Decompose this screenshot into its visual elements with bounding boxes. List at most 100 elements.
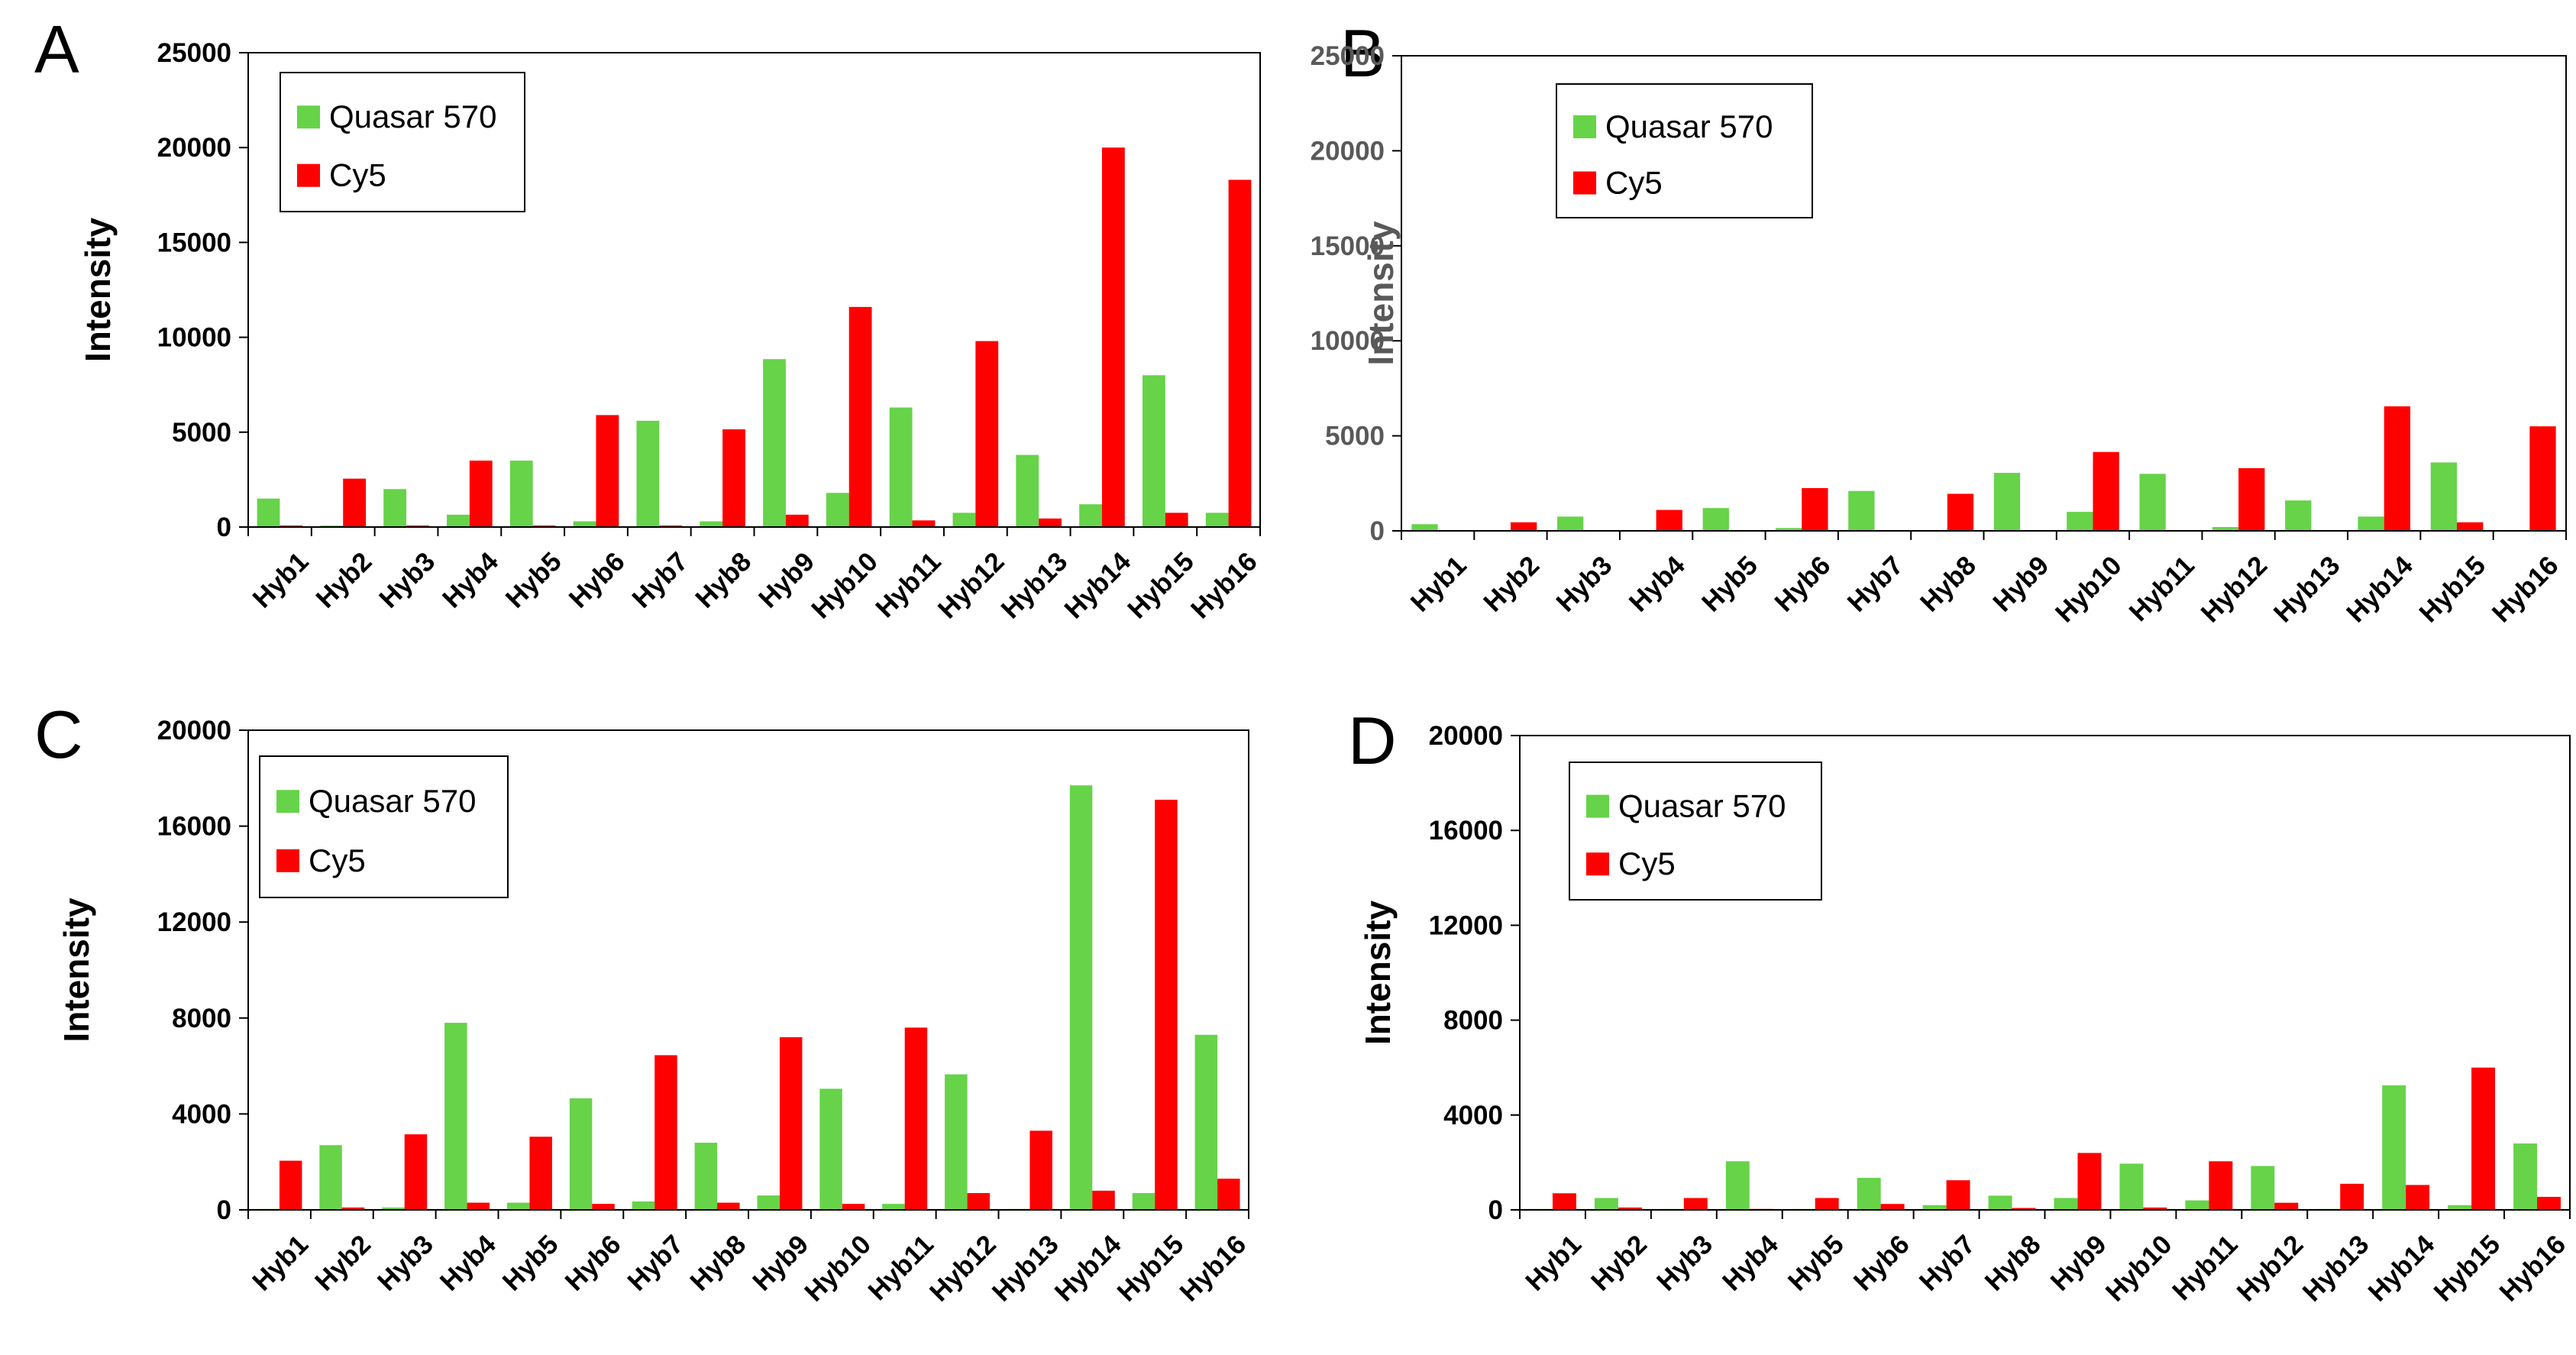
bar-quasar570-hyb5 bbox=[1702, 508, 1729, 531]
x-tick-label: Hyb16 bbox=[1174, 1230, 1252, 1308]
bar-cy5-hyb16 bbox=[1217, 1179, 1240, 1210]
bar-quasar570-hyb12 bbox=[952, 513, 976, 527]
x-tick-label: Hyb12 bbox=[2195, 551, 2273, 629]
bar-quasar570-hyb7 bbox=[632, 1201, 655, 1210]
bar-quasar570-hyb16 bbox=[2513, 1143, 2538, 1210]
bar-quasar570-hyb12 bbox=[945, 1074, 968, 1210]
x-tick-label: Hyb5 bbox=[500, 547, 567, 614]
x-tick-label: Hyb11 bbox=[2123, 551, 2199, 627]
x-tick-label: Hyb3 bbox=[372, 1230, 439, 1297]
x-tick-label: Hyb7 bbox=[1842, 551, 1909, 618]
legend-label: Cy5 bbox=[309, 842, 366, 878]
bar-cy5-hyb13 bbox=[1039, 518, 1062, 527]
x-tick-label: Hyb8 bbox=[684, 1230, 751, 1297]
bar-cy5-hyb10 bbox=[2143, 1207, 2167, 1210]
bar-quasar570-hyb14 bbox=[2382, 1085, 2406, 1210]
legend: Quasar 570 Cy5 bbox=[259, 755, 509, 898]
bar-cy5-hyb12 bbox=[2274, 1202, 2299, 1210]
bar-cy5-hyb11 bbox=[912, 520, 936, 527]
x-tick-label: Hyb13 bbox=[987, 1230, 1065, 1308]
bar-quasar570-hyb13 bbox=[1016, 454, 1039, 527]
x-tick-label: Hyb11 bbox=[870, 547, 946, 623]
bar-cy5-hyb2 bbox=[341, 1207, 365, 1210]
bar-quasar570-hyb10 bbox=[819, 1088, 842, 1210]
bar-quasar570-hyb4 bbox=[1725, 1161, 1750, 1210]
y-tick-label: 4000 bbox=[1443, 1101, 1503, 1130]
y-tick-label: 8000 bbox=[172, 1004, 231, 1033]
x-tick-label: Hyb8 bbox=[690, 547, 757, 614]
y-axis-label: Intensity bbox=[1358, 901, 1398, 1046]
y-tick-label: 16000 bbox=[157, 812, 231, 842]
legend-label: Cy5 bbox=[1605, 165, 1663, 201]
x-tick-label: Hyb13 bbox=[2268, 551, 2346, 629]
bar-quasar570-hyb6 bbox=[569, 1098, 593, 1210]
panel-label: A bbox=[34, 11, 79, 87]
panel-label: B bbox=[1340, 15, 1385, 91]
bar-cy5-hyb1 bbox=[279, 1160, 302, 1210]
bar-cy5-hyb3 bbox=[1683, 1198, 1708, 1210]
bar-cy5-hyb4 bbox=[469, 461, 493, 527]
y-tick-label: 15000 bbox=[157, 228, 231, 257]
bar-cy5-hyb15 bbox=[2457, 522, 2484, 531]
bar-cy5-hyb10 bbox=[2093, 451, 2119, 531]
x-tick-label: Hyb3 bbox=[1550, 551, 1618, 618]
x-tick-label: Hyb13 bbox=[995, 547, 1073, 625]
legend-box bbox=[1556, 83, 1813, 218]
y-axis-label: Intensity bbox=[57, 897, 96, 1043]
x-tick-label: Hyb12 bbox=[2232, 1230, 2309, 1308]
bar-quasar570-hyb15 bbox=[1132, 1193, 1155, 1210]
y-tick-label: 20000 bbox=[1429, 721, 1503, 751]
x-tick-label: Hyb14 bbox=[2341, 550, 2419, 628]
bar-quasar570-hyb16 bbox=[1194, 1034, 1218, 1210]
y-tick-label: 0 bbox=[217, 513, 231, 542]
y-tick-label: 5000 bbox=[1325, 422, 1385, 451]
bar-quasar570-hyb16 bbox=[1205, 513, 1229, 527]
legend: Quasar 570 Cy5 bbox=[1569, 762, 1822, 901]
bar-quasar570-hyb6 bbox=[1775, 528, 1802, 531]
x-tick-label: Hyb8 bbox=[1915, 551, 1982, 618]
legend-box bbox=[1569, 762, 1822, 901]
x-tick-label: Hyb10 bbox=[806, 547, 884, 625]
bar-cy5-hyb2 bbox=[343, 478, 367, 527]
y-tick-label: 4000 bbox=[172, 1099, 231, 1129]
bar-quasar570-hyb14 bbox=[1069, 785, 1093, 1210]
y-tick-label: 8000 bbox=[1443, 1006, 1503, 1036]
x-tick-label: Hyb6 bbox=[1848, 1230, 1915, 1297]
x-tick-label: Hyb10 bbox=[2100, 1230, 2178, 1308]
legend-label: Quasar 570 bbox=[329, 99, 496, 134]
bar-quasar570-hyb11 bbox=[889, 407, 913, 527]
x-tick-label: Hyb12 bbox=[924, 1230, 1002, 1308]
legend-swatch-quasar570 bbox=[297, 105, 320, 129]
bar-cy5-hyb10 bbox=[842, 1204, 865, 1210]
bar-quasar570-hyb4 bbox=[447, 514, 470, 527]
panel-label: D bbox=[1348, 703, 1397, 778]
x-tick-label: Hyb11 bbox=[2167, 1230, 2243, 1306]
y-tick-label: 25000 bbox=[157, 38, 231, 68]
y-tick-label: 16000 bbox=[1429, 816, 1503, 846]
x-tick-label: Hyb15 bbox=[1112, 1230, 1190, 1308]
bar-quasar570-hyb10 bbox=[826, 493, 849, 527]
bar-cy5-hyb12 bbox=[975, 341, 999, 527]
bar-quasar570-hyb12 bbox=[2212, 527, 2239, 531]
bar-cy5-hyb9 bbox=[2077, 1153, 2102, 1210]
x-tick-label: Hyb6 bbox=[1769, 551, 1836, 618]
bar-quasar570-hyb7 bbox=[1922, 1205, 1947, 1210]
bar-cy5-hyb16 bbox=[2529, 426, 2556, 531]
y-tick-label: 5000 bbox=[172, 418, 231, 448]
legend-label: Quasar 570 bbox=[1618, 788, 1786, 824]
legend: Quasar 570 Cy5 bbox=[280, 72, 525, 212]
bar-quasar570-hyb2 bbox=[319, 1145, 342, 1210]
legend-swatch-cy5 bbox=[276, 849, 299, 872]
x-tick-label: Hyb4 bbox=[437, 546, 504, 613]
y-tick-label: 20000 bbox=[157, 716, 231, 745]
x-tick-label: Hyb2 bbox=[1478, 551, 1545, 618]
bar-quasar570-hyb1 bbox=[1411, 524, 1438, 531]
y-tick-label: 25000 bbox=[1311, 41, 1385, 71]
x-tick-label: Hyb1 bbox=[1405, 551, 1472, 618]
x-tick-label: Hyb6 bbox=[559, 1230, 626, 1297]
bar-quasar570-hyb14 bbox=[1079, 504, 1102, 527]
bar-quasar570-hyb6 bbox=[573, 521, 596, 527]
y-tick-label: 0 bbox=[1488, 1195, 1503, 1225]
bar-cy5-hyb7 bbox=[655, 1055, 677, 1210]
